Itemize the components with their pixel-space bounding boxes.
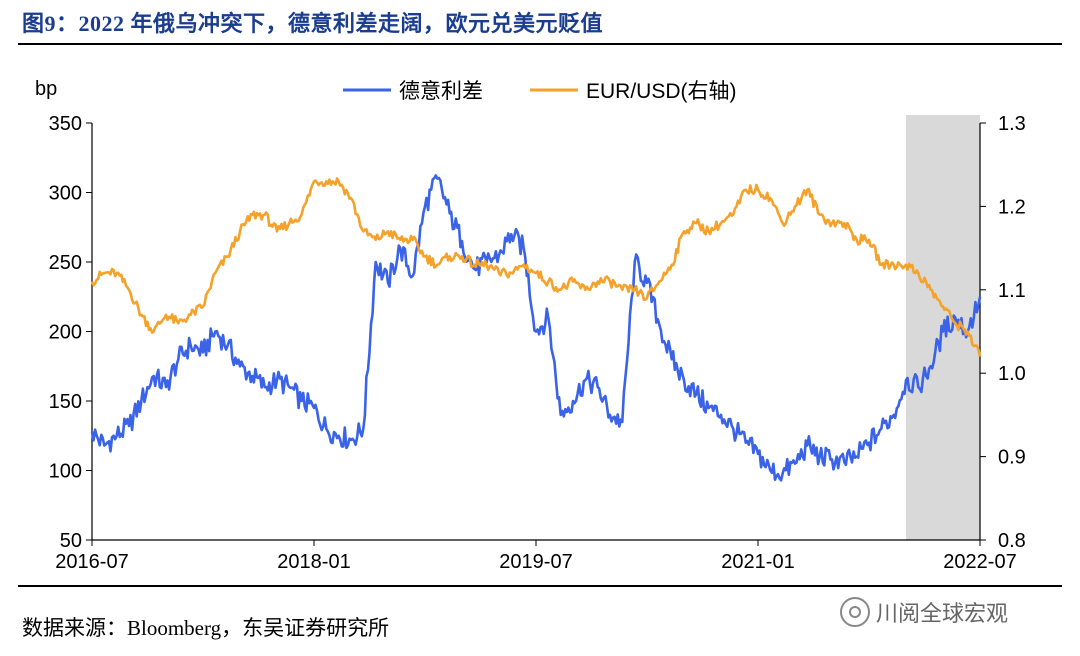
- x-tick-label: 2021-01: [721, 551, 794, 573]
- watermark-text: 川阅全球宏观: [876, 601, 1009, 626]
- x-tick-label: 2016-07: [55, 551, 128, 573]
- series-layer: [90, 174, 982, 482]
- x-tick-label: 2022-07: [943, 551, 1016, 573]
- right-tick-label: 0.8: [998, 530, 1026, 552]
- series-line: [90, 177, 982, 357]
- legend: 德意利差 EUR/USD(右轴): [343, 80, 737, 103]
- chart: bp 350 300 250 200 150 100 50 1.3 1.2 1.1 1.0 0.9 0.8…: [35, 78, 1026, 573]
- left-tick-label: 50: [60, 530, 82, 552]
- legend-label: 德意利差: [399, 80, 483, 103]
- wechat-icon: [840, 597, 870, 627]
- left-tick-label: 350: [49, 113, 82, 135]
- left-tick-label: 300: [49, 183, 82, 205]
- left-tick-label: 100: [49, 461, 82, 483]
- x-tick-label: 2019-07: [499, 551, 572, 573]
- axes-layer: bp 350 300 250 200 150 100 50 1.3 1.2 1.1 1.0 0.9 0.8…: [35, 78, 1026, 573]
- legend-label: EUR/USD(右轴): [586, 80, 737, 103]
- x-tick-label: 2018-01: [277, 551, 350, 573]
- watermark: 川阅全球宏观: [840, 596, 1008, 628]
- series-line: [90, 174, 982, 482]
- left-axis-unit-label: bp: [35, 78, 57, 100]
- bottom-divider: [18, 585, 1062, 587]
- title-divider: [18, 43, 1062, 45]
- figure-title: 图9：2022 年俄乌冲突下，德意利差走阔，欧元兑美元贬值: [22, 11, 604, 36]
- source-note: 数据来源：Bloomberg，东吴证券研究所: [22, 616, 390, 640]
- right-tick-label: 1.3: [998, 113, 1026, 135]
- right-tick-label: 1.2: [998, 196, 1026, 218]
- left-tick-label: 200: [49, 322, 82, 344]
- right-tick-label: 0.9: [998, 447, 1026, 469]
- right-tick-label: 1.1: [998, 280, 1026, 302]
- left-tick-label: 250: [49, 252, 82, 274]
- right-tick-label: 1.0: [998, 363, 1026, 385]
- left-tick-label: 150: [49, 391, 82, 413]
